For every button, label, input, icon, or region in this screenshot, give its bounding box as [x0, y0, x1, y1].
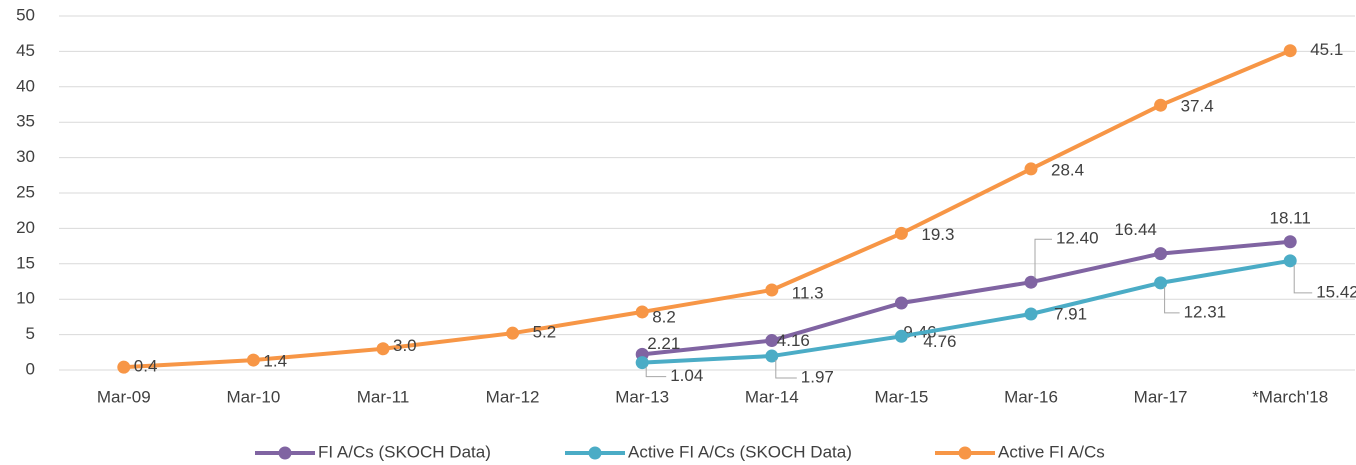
y-tick-label: 10 — [16, 289, 35, 308]
series-line — [123, 48, 1291, 370]
data-label: 28.4 — [1051, 160, 1084, 179]
data-label: 1.04 — [670, 366, 703, 385]
legend-marker — [278, 446, 292, 460]
y-tick-label: 25 — [16, 182, 35, 201]
data-label: 0.4 — [134, 357, 158, 376]
series-line — [642, 258, 1291, 365]
y-tick-label: 50 — [16, 5, 35, 24]
data-label: 11.3 — [792, 283, 824, 302]
point-marker — [765, 334, 779, 348]
data-label: 3.0 — [393, 336, 417, 355]
leader-line — [775, 360, 797, 379]
data-label: 7.91 — [1054, 304, 1087, 323]
data-label: 12.40 — [1056, 229, 1099, 248]
leader-line — [645, 366, 667, 378]
legend-marker — [588, 446, 602, 460]
point-marker — [635, 305, 649, 319]
data-label: 45.1 — [1310, 40, 1343, 59]
data-label: 16.44 — [1114, 220, 1157, 239]
y-tick-label: 35 — [16, 112, 35, 131]
legend-label: Active FI A/Cs (SKOCH Data) — [628, 442, 852, 461]
point-marker — [1283, 254, 1297, 268]
point-marker — [765, 349, 779, 363]
point-marker — [635, 356, 649, 370]
y-tick-label: 5 — [26, 324, 35, 343]
x-tick-label: *March'18 — [1252, 387, 1328, 406]
point-marker — [117, 360, 131, 374]
data-label: 4.76 — [923, 332, 956, 351]
point-marker — [1024, 162, 1038, 176]
y-tick-label: 30 — [16, 147, 35, 166]
point-marker — [1154, 247, 1168, 261]
point-marker — [376, 342, 390, 356]
leader-line — [1034, 238, 1052, 279]
x-tick-label: Mar-17 — [1134, 387, 1188, 406]
point-marker — [506, 326, 520, 340]
leader-line — [1293, 264, 1313, 294]
x-tick-label: Mar-09 — [97, 387, 151, 406]
x-tick-label: Mar-14 — [745, 387, 799, 406]
y-tick-label: 20 — [16, 218, 35, 237]
x-tick-label: Mar-13 — [615, 387, 669, 406]
data-label: 2.21 — [647, 334, 680, 353]
point-marker — [894, 329, 908, 343]
data-label: 5.2 — [533, 323, 557, 342]
point-marker — [1154, 276, 1168, 290]
x-tick-label: Mar-11 — [357, 387, 410, 406]
y-tick-label: 40 — [16, 76, 35, 95]
point-marker — [1024, 275, 1038, 289]
x-tick-label: Mar-10 — [226, 387, 280, 406]
data-label: 12.31 — [1184, 302, 1227, 321]
data-label: 37.4 — [1181, 97, 1214, 116]
y-tick-label: 0 — [26, 359, 35, 378]
legend-label: FI A/Cs (SKOCH Data) — [318, 442, 491, 461]
data-label: 18.11 — [1270, 208, 1311, 227]
point-marker — [765, 283, 779, 297]
legend-marker — [958, 446, 972, 460]
point-marker — [1283, 44, 1297, 58]
point-marker — [1154, 98, 1168, 112]
point-marker — [1024, 307, 1038, 321]
x-tick-label: Mar-15 — [874, 387, 928, 406]
y-tick-label: 15 — [16, 253, 35, 272]
point-marker — [894, 296, 908, 310]
point-marker — [894, 226, 908, 240]
data-label: 8.2 — [652, 307, 676, 326]
x-tick-label: Mar-16 — [1004, 387, 1058, 406]
point-marker — [1283, 235, 1297, 249]
point-marker — [246, 353, 260, 367]
series-line — [641, 239, 1291, 357]
data-label: 4.16 — [777, 331, 810, 350]
data-label: 1.4 — [263, 352, 287, 371]
x-tick-label: Mar-12 — [486, 387, 540, 406]
leader-line — [1164, 286, 1180, 314]
legend-label: Active FI A/Cs — [998, 442, 1105, 461]
data-label: 1.97 — [801, 368, 834, 387]
data-label: 15.42 — [1316, 282, 1356, 301]
data-label: 19.3 — [921, 225, 954, 244]
y-tick-label: 45 — [16, 41, 35, 60]
